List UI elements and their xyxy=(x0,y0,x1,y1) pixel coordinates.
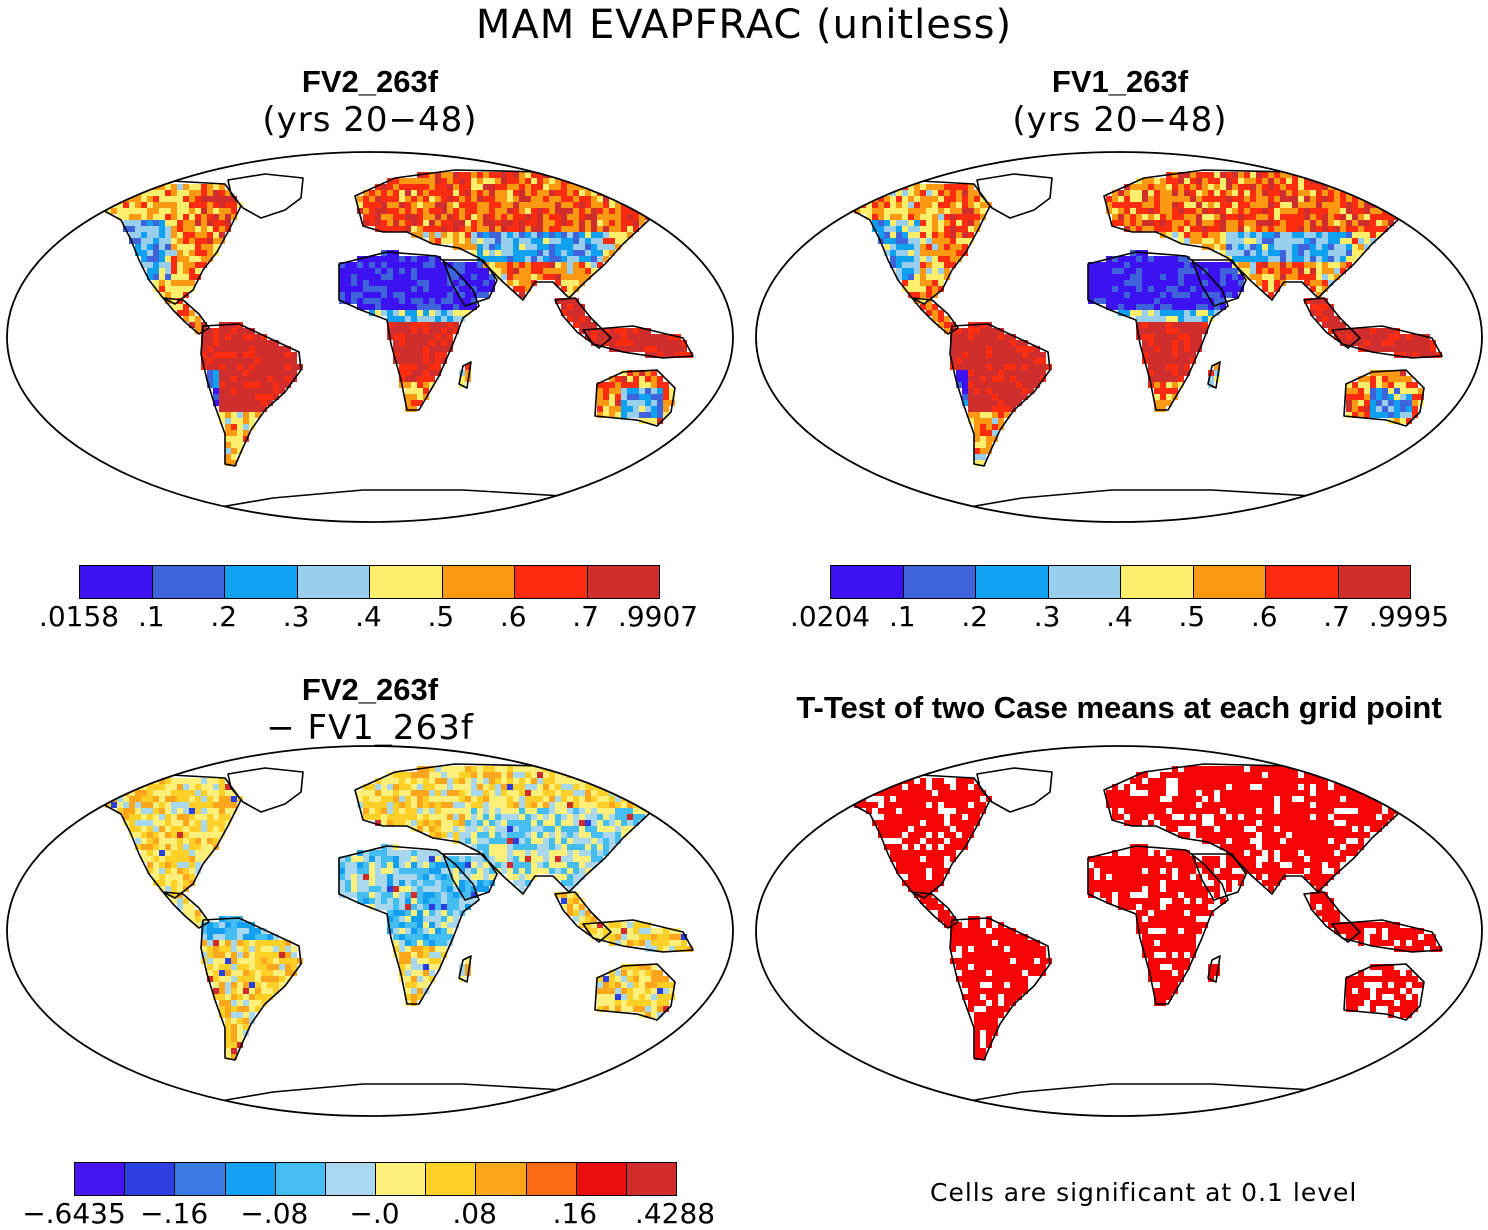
colorbar-swatch xyxy=(75,1163,125,1195)
colorbar-swatch xyxy=(326,1163,376,1195)
colorbar-swatch xyxy=(1339,566,1411,598)
colorbar-tick-label: .2 xyxy=(961,600,988,633)
colorbar-tick-label: .0204 xyxy=(790,600,870,633)
map-grid-cells xyxy=(99,172,711,466)
panel4-title: T-Test of two Case means at each grid po… xyxy=(752,690,1486,726)
colorbar-tick-label: .1 xyxy=(138,600,165,633)
colorbar-swatch xyxy=(370,566,443,598)
significance-note: Cells are significant at 0.1 level xyxy=(930,1178,1357,1207)
colorbar-swatch xyxy=(80,566,153,598)
colorbar-tick-label: −.16 xyxy=(140,1197,208,1230)
panel1-subtitle: (yrs 20−48) xyxy=(10,100,730,140)
colorbar-tick-label: .7 xyxy=(1323,600,1350,633)
colorbar-swatch xyxy=(904,566,977,598)
colorbar-tick-label: .6 xyxy=(500,600,527,633)
colorbar-swatch xyxy=(1194,566,1267,598)
colorbar-swatch xyxy=(476,1163,526,1195)
colorbar-swatch xyxy=(515,566,588,598)
colorbar-swatch xyxy=(225,566,298,598)
panel2-title: FV1_263f xyxy=(760,64,1480,100)
colorbar-tick-label: .2 xyxy=(210,600,237,633)
colorbar-swatch xyxy=(976,566,1049,598)
colorbar-swatch xyxy=(426,1163,476,1195)
panel2-colorbar-ticks: .0204.1.2.3.4.5.6.7.9995 xyxy=(830,600,1409,636)
colorbar-swatch xyxy=(276,1163,326,1195)
colorbar-tick-label: .3 xyxy=(283,600,310,633)
panel3-title: FV2_263f xyxy=(10,672,730,708)
colorbar-swatch xyxy=(226,1163,276,1195)
colorbar-swatch xyxy=(125,1163,175,1195)
map-grid-cells xyxy=(848,172,1460,466)
panel1-colorbar xyxy=(79,565,660,599)
colorbar-tick-label: .7 xyxy=(572,600,599,633)
colorbar-swatch xyxy=(627,1163,676,1195)
colorbar-tick-label: .9995 xyxy=(1369,600,1449,633)
figure-title: MAM EVAPFRAC (unitless) xyxy=(0,2,1488,48)
colorbar-tick-label: −.0 xyxy=(349,1197,399,1230)
panel3-colorbar xyxy=(74,1162,677,1196)
colorbar-swatch xyxy=(376,1163,426,1195)
panel1-map xyxy=(3,148,737,526)
colorbar-swatch xyxy=(588,566,660,598)
colorbar-tick-label: .3 xyxy=(1034,600,1061,633)
panel1-colorbar-ticks: .0158.1.2.3.4.5.6.7.9907 xyxy=(79,600,658,636)
colorbar-tick-label: .5 xyxy=(428,600,455,633)
colorbar-tick-label: .5 xyxy=(1179,600,1206,633)
colorbar-tick-label: .0158 xyxy=(39,600,119,633)
panel4-map xyxy=(752,742,1486,1120)
colorbar-swatch xyxy=(831,566,904,598)
colorbar-swatch xyxy=(1266,566,1339,598)
colorbar-swatch xyxy=(577,1163,627,1195)
colorbar-swatch xyxy=(1049,566,1122,598)
colorbar-tick-label: .9907 xyxy=(618,600,698,633)
colorbar-tick-label: .4 xyxy=(1106,600,1133,633)
panel2-map xyxy=(752,148,1486,526)
panel2-subtitle: (yrs 20−48) xyxy=(760,100,1480,140)
colorbar-tick-label: .6 xyxy=(1251,600,1278,633)
colorbar-swatch xyxy=(527,1163,577,1195)
colorbar-swatch xyxy=(1121,566,1194,598)
map-grid-cells xyxy=(848,766,1460,1060)
panel2-colorbar xyxy=(830,565,1411,599)
colorbar-tick-label: .4 xyxy=(355,600,382,633)
panel1-title: FV2_263f xyxy=(10,64,730,100)
colorbar-swatch xyxy=(443,566,516,598)
colorbar-tick-label: −.08 xyxy=(240,1197,308,1230)
panel3-map xyxy=(3,742,737,1120)
colorbar-swatch xyxy=(153,566,226,598)
colorbar-swatch xyxy=(175,1163,225,1195)
colorbar-tick-label: .08 xyxy=(452,1197,497,1230)
map-grid-cells xyxy=(99,766,711,1060)
colorbar-tick-label: −.6435 xyxy=(22,1197,126,1230)
colorbar-tick-label: .16 xyxy=(553,1197,598,1230)
colorbar-swatch xyxy=(298,566,371,598)
panel3-colorbar-ticks: −.6435−.16−.08−.0.08.16.4288 xyxy=(74,1197,675,1229)
colorbar-tick-label: .1 xyxy=(889,600,916,633)
colorbar-tick-label: .4288 xyxy=(635,1197,715,1230)
